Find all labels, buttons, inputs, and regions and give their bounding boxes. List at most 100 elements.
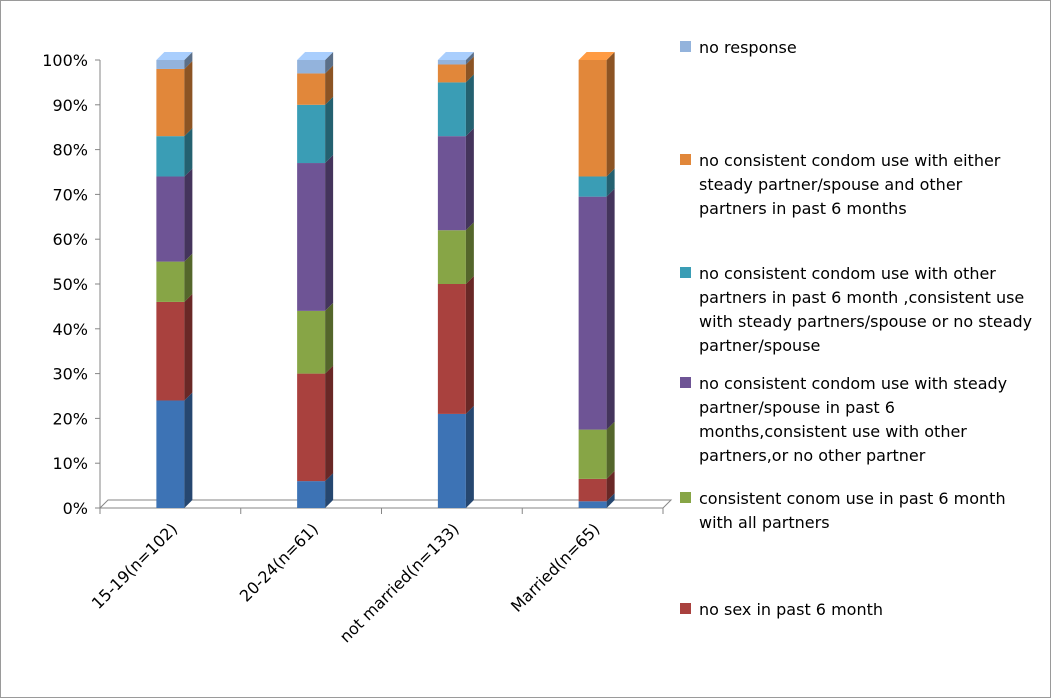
bar-segment: [437, 52, 474, 65]
x-category-label: 20-24(n=61): [236, 519, 322, 605]
bar-segment-side: [465, 74, 474, 137]
bar-segment: [437, 74, 474, 137]
bar-segment-front: [156, 261, 185, 302]
bar-segment-front: [297, 104, 326, 164]
bar-segment-side: [184, 392, 193, 508]
bar-top: [578, 52, 615, 60]
bar-segment-front: [437, 60, 466, 65]
bar-segment-front: [297, 73, 326, 105]
bar-segment-front: [156, 68, 185, 137]
bar-segment-side: [184, 168, 193, 262]
bar-segment-front: [437, 82, 466, 137]
bar-segment-side: [325, 302, 334, 374]
bar-top: [156, 52, 193, 60]
bar-segment-front: [156, 301, 185, 401]
x-category-label: 15-19(n=102): [88, 519, 181, 612]
bar-segment: [156, 60, 193, 137]
bar-segment: [297, 65, 334, 105]
y-tick-label: 90%: [52, 96, 88, 115]
bar-segment: [297, 473, 334, 508]
bar-segment-front: [156, 136, 185, 177]
bar-segment-side: [606, 168, 615, 197]
bar-segment-front: [437, 284, 466, 414]
bar-segment: [437, 276, 474, 414]
bar-segment-side: [184, 293, 193, 401]
bar-segment-side: [184, 128, 193, 177]
y-tick-label: 70%: [52, 185, 88, 204]
bar-segment-front: [578, 60, 607, 177]
bar-segment-front: [578, 478, 607, 502]
bar-segment: [578, 470, 615, 502]
bar-segment-side: [184, 60, 193, 137]
bar-segment-side: [465, 128, 474, 231]
bar-segment-side: [465, 222, 474, 284]
bar-segment-front: [578, 429, 607, 479]
bar-segment: [297, 52, 334, 74]
bar-segment: [156, 168, 193, 262]
y-tick-label: 60%: [52, 230, 88, 249]
bar-segment-front: [578, 196, 607, 430]
bar-segment: [156, 253, 193, 302]
bar-segment-front: [437, 136, 466, 231]
bar-segment-front: [437, 413, 466, 508]
bar-segment-side: [184, 253, 193, 302]
bar-segment: [578, 188, 615, 430]
bar-segment-front: [156, 176, 185, 262]
bar-segment-side: [465, 56, 474, 83]
bar-segment-front: [297, 373, 326, 482]
bar-segment-side: [325, 365, 334, 482]
x-category-label: not married(n=133): [336, 519, 463, 646]
bar-segment-side: [465, 52, 474, 65]
x-category-label: Married(n=65): [507, 519, 603, 615]
bar-segment: [156, 392, 193, 508]
bar-segment: [297, 96, 334, 164]
y-tick-label: 100%: [42, 51, 88, 70]
bar-segment-side: [606, 188, 615, 430]
bar-segment: [578, 493, 615, 508]
bar-segment-front: [437, 230, 466, 284]
bar-segment-side: [465, 405, 474, 508]
bar-segment-front: [578, 501, 607, 508]
bar-segment: [578, 52, 615, 177]
bar-segment: [437, 222, 474, 284]
plot-area: [95, 59, 673, 514]
bar-segment: [297, 155, 334, 311]
bar-segment-side: [325, 155, 334, 311]
bar-segment-front: [156, 400, 185, 508]
bar-segment: [156, 293, 193, 401]
bar-segment: [578, 168, 615, 197]
y-tick-label: 50%: [52, 275, 88, 294]
bar-segment-front: [578, 176, 607, 197]
bar-segment-side: [606, 421, 615, 479]
y-tick-label: 10%: [52, 454, 88, 473]
bar-segment-side: [465, 276, 474, 414]
y-tick-label: 20%: [52, 409, 88, 428]
bar-segment: [156, 52, 193, 69]
bar-segment-side: [325, 96, 334, 164]
bar-segment: [437, 128, 474, 231]
bar-segment-front: [297, 310, 326, 374]
bar-segment-side: [184, 52, 193, 69]
bar-segment: [437, 56, 474, 83]
y-tick-label: 80%: [52, 141, 88, 160]
bar-segment-side: [325, 65, 334, 105]
bar-segment-front: [437, 64, 466, 83]
bar-top: [297, 52, 334, 60]
bar-segment-front: [297, 60, 326, 74]
bar-segment-front: [156, 60, 185, 69]
bar-segment-side: [606, 470, 615, 502]
y-tick-label: 0%: [63, 499, 88, 518]
bar-segment-side: [325, 473, 334, 508]
bar-segment: [297, 302, 334, 374]
bar-segment-side: [325, 52, 334, 74]
bar-segment: [578, 421, 615, 479]
bar-segment-side: [606, 493, 615, 508]
bar-top: [437, 52, 474, 60]
bar-segment: [297, 365, 334, 482]
bar-segment-front: [297, 163, 326, 311]
bar-segment-side: [606, 52, 615, 177]
bars: [156, 52, 615, 508]
y-tick-label: 40%: [52, 320, 88, 339]
bar-segment: [437, 405, 474, 508]
